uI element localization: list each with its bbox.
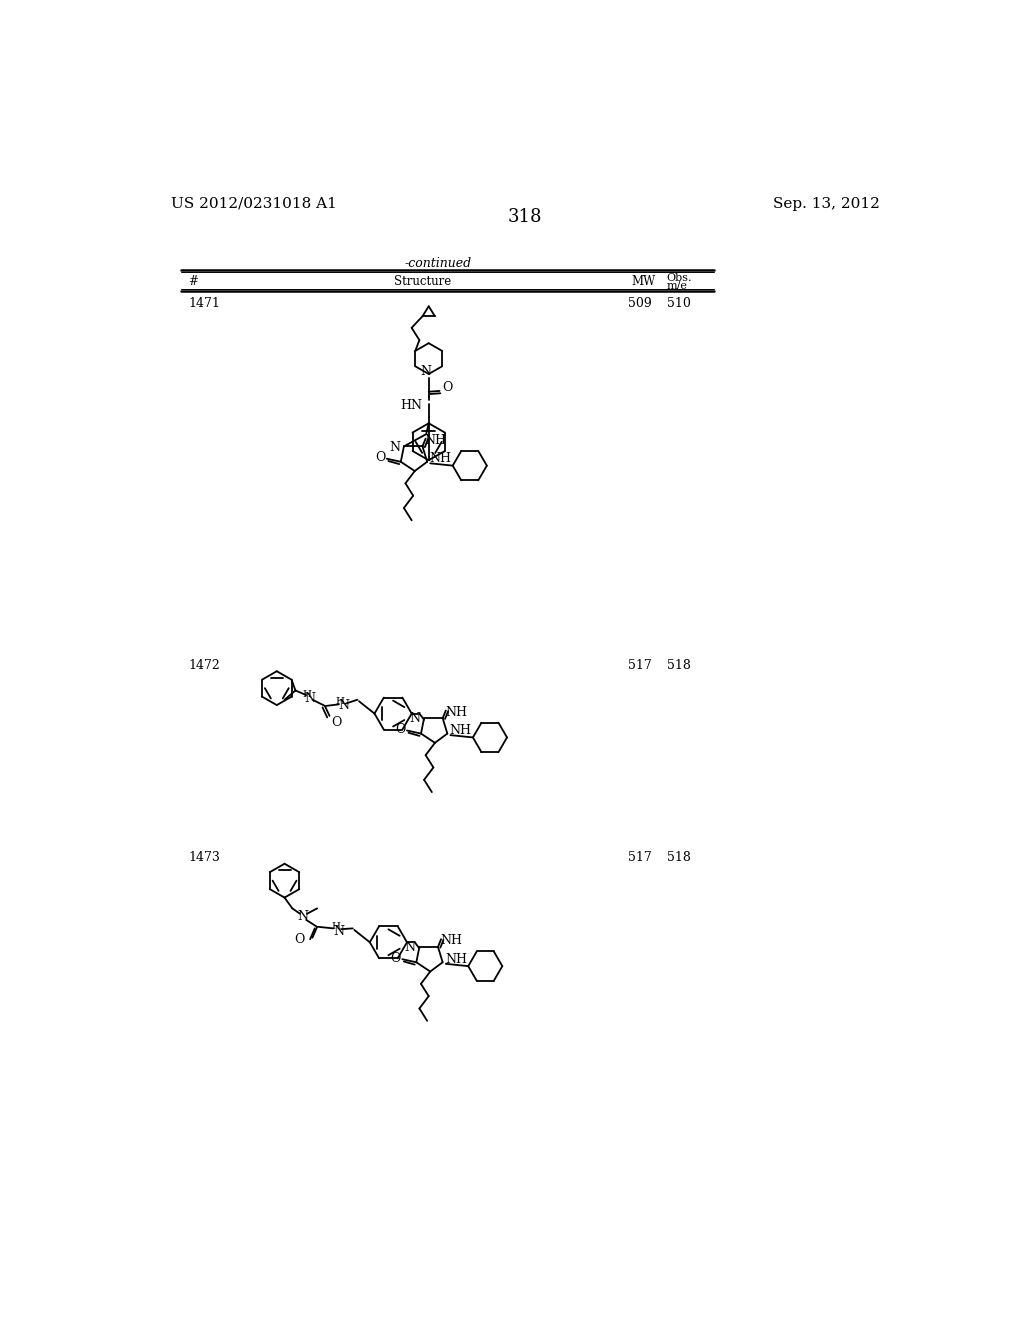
Text: 517: 517: [628, 851, 651, 865]
Text: H: H: [302, 690, 311, 700]
Text: NH: NH: [429, 453, 452, 465]
Text: 510: 510: [667, 297, 690, 310]
Text: N: N: [304, 692, 315, 705]
Text: 509: 509: [628, 297, 651, 310]
Text: Structure: Structure: [394, 276, 452, 289]
Text: N: N: [338, 698, 349, 711]
Text: Obs.: Obs.: [667, 273, 692, 282]
Text: 517: 517: [628, 659, 651, 672]
Text: N: N: [333, 925, 344, 939]
Text: MW: MW: [632, 276, 656, 289]
Text: 518: 518: [667, 659, 690, 672]
Text: O: O: [375, 451, 385, 465]
Text: O: O: [390, 952, 400, 965]
Text: NH: NH: [445, 705, 467, 718]
Text: N: N: [389, 441, 400, 454]
Text: 318: 318: [508, 209, 542, 227]
Text: O: O: [331, 715, 341, 729]
Text: US 2012/0231018 A1: US 2012/0231018 A1: [171, 197, 337, 211]
Text: 1471: 1471: [188, 297, 220, 310]
Text: H: H: [331, 923, 340, 931]
Text: N: N: [404, 941, 416, 954]
Text: O: O: [442, 381, 453, 395]
Text: O: O: [395, 723, 406, 737]
Text: NH: NH: [440, 935, 462, 948]
Text: HN: HN: [400, 399, 423, 412]
Text: N: N: [410, 713, 420, 726]
Text: H: H: [336, 697, 345, 706]
Text: 518: 518: [667, 851, 690, 865]
Text: Sep. 13, 2012: Sep. 13, 2012: [773, 197, 880, 211]
Text: N: N: [420, 366, 431, 379]
Text: 1472: 1472: [188, 659, 220, 672]
Text: m/e: m/e: [667, 281, 687, 290]
Text: O: O: [294, 933, 305, 945]
Text: NH: NH: [425, 434, 446, 446]
Text: #: #: [188, 276, 199, 289]
Text: N: N: [298, 909, 308, 923]
Text: 1473: 1473: [188, 851, 220, 865]
Text: NH: NH: [450, 723, 472, 737]
Text: NH: NH: [445, 953, 467, 966]
Text: -continued: -continued: [404, 257, 472, 271]
